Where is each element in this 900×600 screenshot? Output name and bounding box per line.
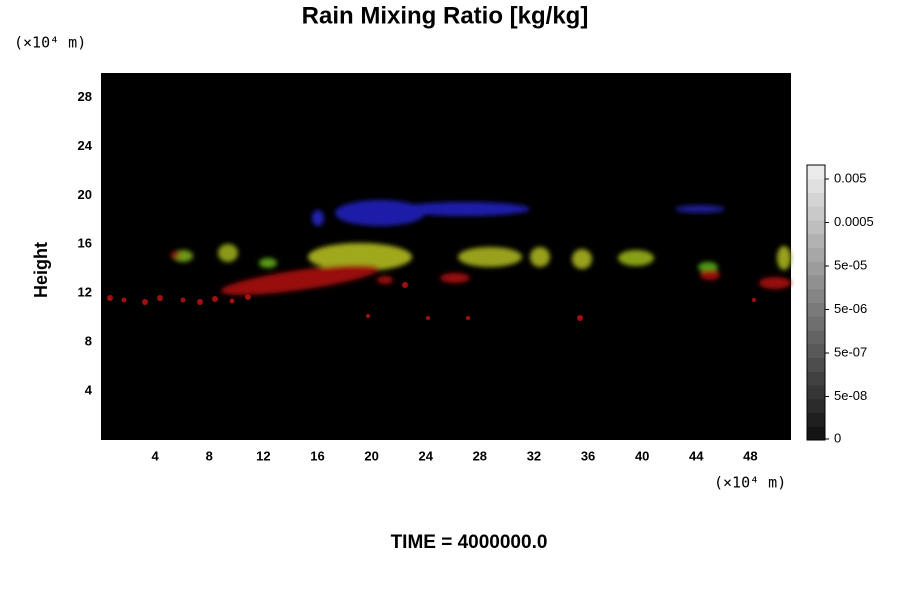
y-tick-label: 24 — [78, 138, 93, 153]
colorbar-frame — [806, 164, 826, 441]
plot-area — [101, 73, 791, 440]
colorbar-band — [807, 233, 825, 248]
x-tick-label: 32 — [527, 448, 541, 463]
colorbar-band — [807, 165, 825, 180]
colorbar-tick-label: 0.0005 — [834, 214, 874, 229]
y-tick-label: 28 — [78, 89, 92, 104]
colorbar-band — [807, 261, 825, 276]
colorbar-tick-label: 5e-07 — [834, 344, 867, 359]
y-tick-label: 12 — [78, 285, 92, 300]
colorbar-band — [807, 275, 825, 290]
x-tick-label: 16 — [310, 448, 324, 463]
y-tick-label: 20 — [78, 187, 92, 202]
field-render — [170, 200, 791, 295]
x-tick-label: 28 — [473, 448, 487, 463]
colorbar-band — [807, 206, 825, 221]
y-unit: (×10⁴ m) — [14, 34, 86, 52]
colorbar-tick-label: 5e-08 — [834, 388, 867, 403]
chart-title: Rain Mixing Ratio [kg/kg] — [302, 2, 589, 29]
colorbar — [807, 165, 825, 441]
colorbar-band — [807, 220, 825, 235]
colorbar-band — [807, 426, 825, 441]
colorbar-band — [807, 302, 825, 317]
x-tick-label: 36 — [581, 448, 595, 463]
x-tick-label: 8 — [206, 448, 213, 463]
colorbar-band — [807, 412, 825, 427]
colorbar-tick-label: 0.005 — [834, 170, 867, 185]
colorbar-band — [807, 247, 825, 262]
colorbar-band — [807, 192, 825, 207]
colorbar-band — [807, 357, 825, 372]
x-tick-label: 48 — [743, 448, 757, 463]
x-tick-label: 4 — [152, 448, 160, 463]
colorbar-tick-label: 0 — [834, 430, 841, 445]
y-tick-label: 8 — [85, 334, 92, 349]
y-tick-label: 4 — [85, 383, 93, 398]
colorbar-band — [807, 398, 825, 413]
colorbar-band — [807, 371, 825, 386]
x-tick-label: 12 — [256, 448, 270, 463]
colorbar-band — [807, 330, 825, 345]
x-unit: (×10⁴ m) — [714, 474, 786, 492]
colorbar-band — [807, 288, 825, 303]
x-tick-label: 24 — [418, 448, 433, 463]
y-axis-label: Height — [31, 242, 51, 298]
colorbar-band — [807, 343, 825, 358]
colorbar-tick-label: 5e-05 — [834, 257, 867, 272]
colorbar-band — [807, 178, 825, 193]
colorbar-tick-label: 5e-06 — [834, 301, 867, 316]
x-tick-label: 20 — [364, 448, 378, 463]
colorbar-band — [807, 385, 825, 400]
x-tick-label: 44 — [689, 448, 704, 463]
colorbar-band — [807, 316, 825, 331]
y-tick-label: 16 — [78, 236, 92, 251]
x-tick-label: 40 — [635, 448, 649, 463]
field-dots — [107, 282, 756, 321]
time-label: TIME = 4000000.0 — [391, 532, 548, 553]
